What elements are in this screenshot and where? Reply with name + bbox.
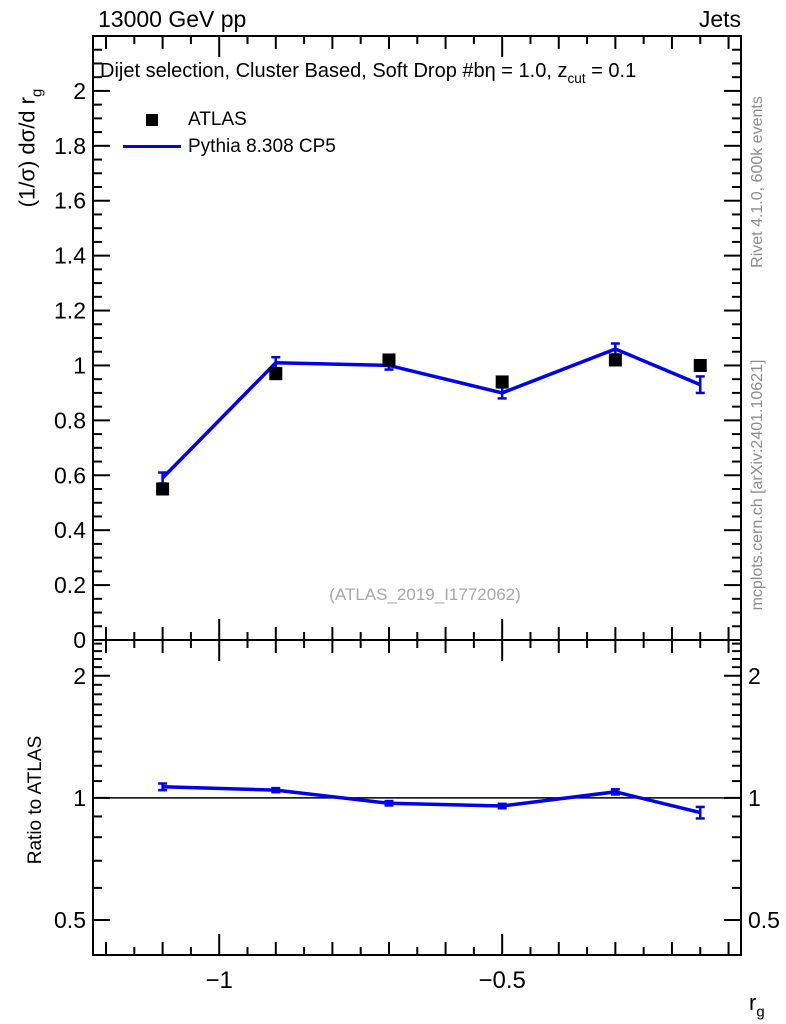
plot-title: Dijet selection, Cluster Based, Soft Dro… bbox=[100, 60, 637, 87]
svg-text:2: 2 bbox=[73, 663, 86, 689]
svg-text:0.5: 0.5 bbox=[748, 907, 780, 933]
atlas-data-points bbox=[156, 353, 707, 496]
y-axis-title-top: (1/σ) dσ/d rg bbox=[14, 88, 46, 208]
svg-text:−0.5: −0.5 bbox=[478, 967, 525, 994]
svg-text:−1: −1 bbox=[206, 967, 233, 994]
svg-text:0.4: 0.4 bbox=[54, 517, 86, 543]
y-axis-title-ratio: Ratio to ATLAS bbox=[25, 735, 46, 865]
pythia-line-marker-icon bbox=[123, 145, 181, 148]
legend-item-pythia: Pythia 8.308 CP5 bbox=[120, 133, 336, 160]
svg-text:1.6: 1.6 bbox=[54, 188, 86, 214]
svg-text:1: 1 bbox=[73, 785, 86, 811]
legend: ATLAS Pythia 8.308 CP5 bbox=[120, 106, 336, 160]
panel-frames bbox=[92, 35, 742, 956]
axes-and-ticks: 0 0.2 0.4 0.6 0.8 1 1.2 1.4 1.6 1.8 2 −1 −0.5 0.5 0.5 1… bbox=[54, 37, 780, 994]
legend-label-pythia: Pythia 8.308 CP5 bbox=[188, 135, 336, 157]
mcplots-arxiv-note: mcplots.cern.ch [arXiv:2401.10621] bbox=[749, 359, 766, 611]
svg-text:1.8: 1.8 bbox=[54, 133, 86, 159]
rivet-version-note: Rivet 4.1.0, 600k events bbox=[749, 96, 766, 268]
header-beam-label: 13000 GeV pp bbox=[98, 6, 247, 32]
svg-text:2: 2 bbox=[748, 663, 761, 689]
atlas-square-marker-icon bbox=[146, 113, 158, 126]
svg-text:1.2: 1.2 bbox=[54, 298, 86, 324]
svg-text:1: 1 bbox=[73, 352, 86, 378]
legend-label-atlas: ATLAS bbox=[188, 108, 247, 130]
svg-text:0: 0 bbox=[73, 627, 86, 653]
pythia-series-top bbox=[158, 342, 705, 485]
header-process-label: Jets bbox=[698, 6, 741, 32]
svg-text:0.2: 0.2 bbox=[54, 572, 86, 598]
svg-text:0.6: 0.6 bbox=[54, 462, 86, 488]
svg-text:2: 2 bbox=[73, 78, 86, 104]
pythia-ratio-series bbox=[158, 782, 705, 820]
svg-text:0.5: 0.5 bbox=[54, 907, 86, 933]
analysis-id-watermark: (ATLAS_2019_I1772062) bbox=[329, 585, 521, 604]
svg-text:1.4: 1.4 bbox=[54, 243, 86, 269]
legend-item-atlas: ATLAS bbox=[120, 106, 336, 133]
x-axis-title: rg bbox=[749, 990, 765, 1021]
svg-text:0.8: 0.8 bbox=[54, 407, 86, 433]
svg-text:1: 1 bbox=[748, 785, 761, 811]
